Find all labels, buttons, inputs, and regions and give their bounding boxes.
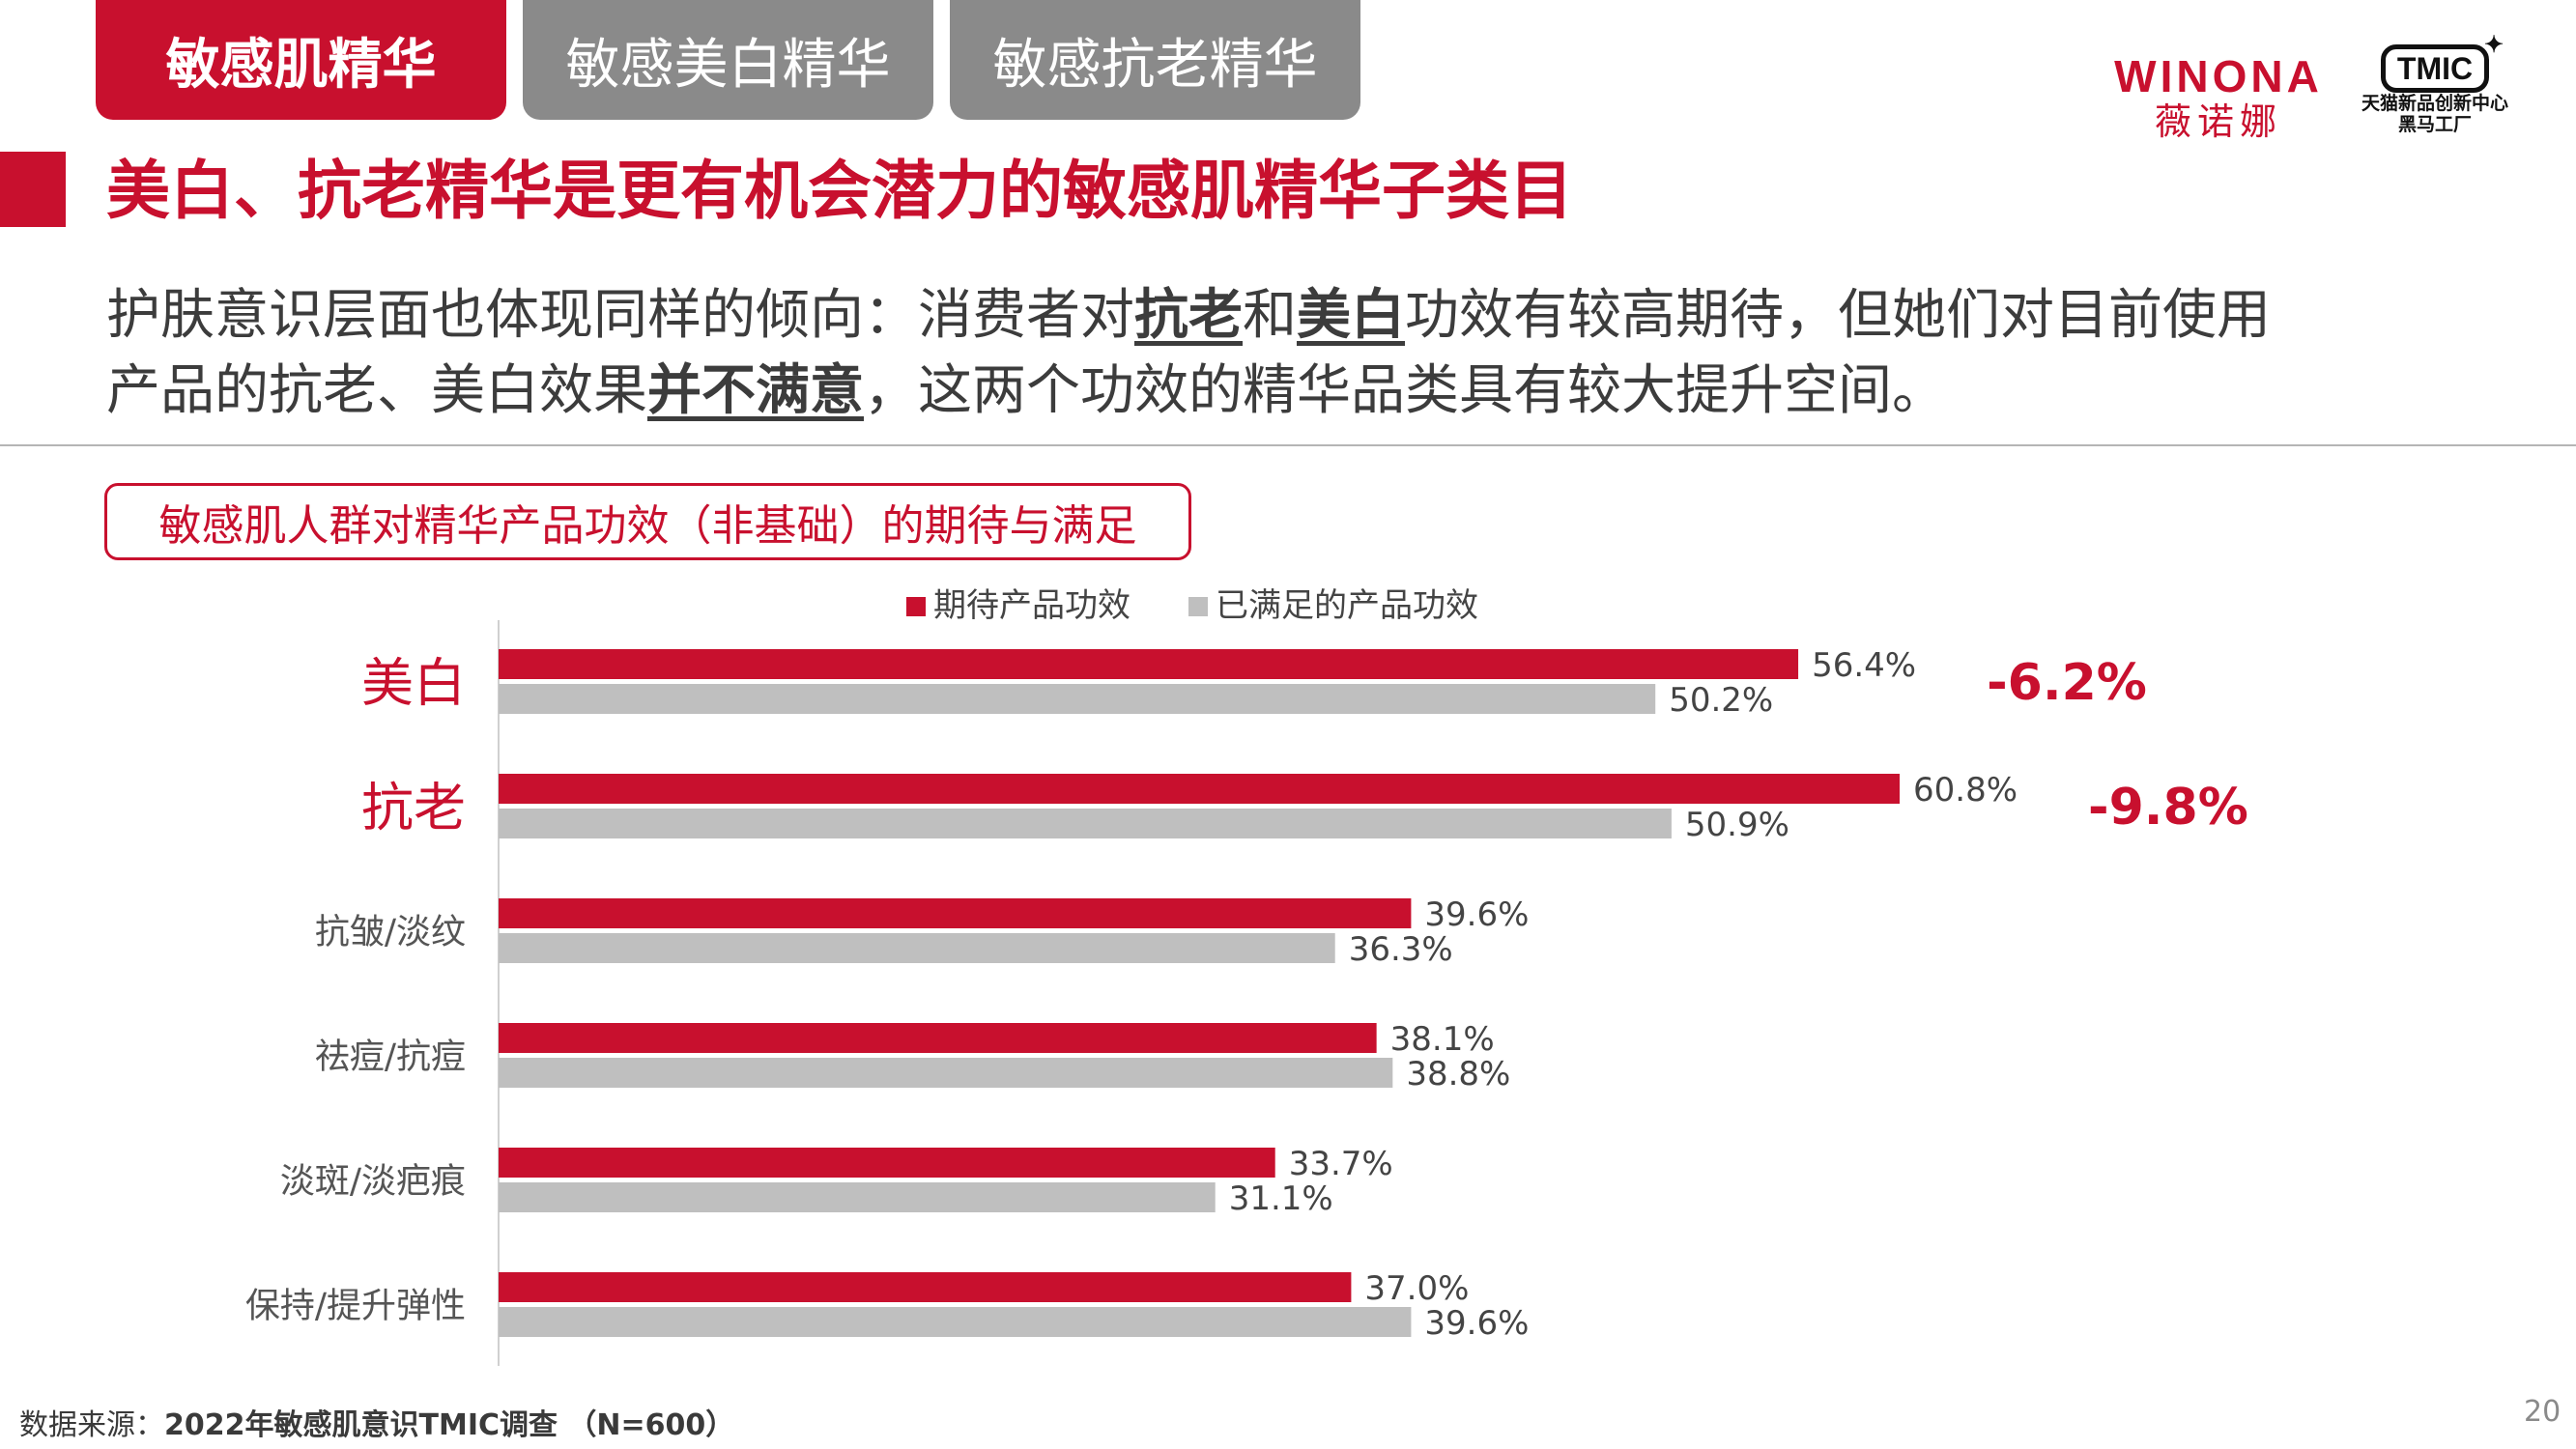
intro-text: 产品的抗老、美白效果	[106, 359, 647, 422]
intro-emphasis-unsatisfied: 并不满意	[647, 359, 864, 422]
bar-1-2	[499, 933, 1335, 963]
divider-line	[0, 444, 2576, 446]
bar-1-1	[499, 809, 1672, 838]
bar-1-4	[499, 1182, 1216, 1212]
category-label: 美白	[361, 653, 466, 714]
category-label: 祛痘/抗痘	[315, 1037, 466, 1077]
intro-text: 功效有较高期待，但她们对目前使用	[1405, 284, 2271, 347]
bar-0-0	[499, 649, 1799, 679]
bar-value-label: 37.0%	[1364, 1269, 1469, 1308]
category-label: 保持/提升弹性	[245, 1287, 466, 1326]
data-source-label: 数据来源：	[19, 1408, 164, 1442]
bar-value-label: 39.6%	[1424, 1304, 1529, 1343]
intro-paragraph: 护肤意识层面也体现同样的倾向：消费者对抗老和美白功效有较高期待，但她们对目前使用…	[106, 278, 2522, 429]
tmic-line-2: 黑马工厂	[2397, 114, 2472, 135]
legend-swatch-1	[1188, 597, 1208, 616]
legend-label-0: 期待产品功效	[933, 586, 1131, 625]
tmic-logo: TMIC ✦ 天猫新品创新中心 黑马工厂	[2348, 34, 2522, 136]
data-source-text: 2022年敏感肌意识TMIC调查 （N=600）	[164, 1408, 735, 1442]
bar-value-label: 31.1%	[1229, 1179, 1333, 1218]
bar-1-0	[499, 684, 1656, 714]
category-label: 抗老	[361, 778, 466, 838]
page-title: 美白、抗老精华是更有机会潜力的敏感肌精华子类目	[106, 154, 1573, 228]
bar-value-label: 50.9%	[1685, 806, 1789, 844]
intro-text: 和	[1243, 284, 1297, 347]
bar-value-label: 56.4%	[1812, 646, 1916, 685]
bar-1-3	[499, 1058, 1393, 1088]
winona-logo-word: WINONA	[2114, 51, 2323, 101]
tab-sensitive-serum[interactable]: 敏感肌精华	[96, 0, 506, 120]
chart-title: 敏感肌人群对精华产品功效（非基础）的期待与满足	[104, 483, 1191, 560]
winona-logo-cn: 薇诺娜	[2154, 100, 2282, 143]
bar-0-5	[499, 1272, 1352, 1302]
bar-value-label: 50.2%	[1669, 681, 1773, 720]
bar-value-label: 39.6%	[1424, 895, 1529, 934]
legend-swatch-0	[906, 597, 926, 616]
intro-line-1: 护肤意识层面也体现同样的倾向：消费者对抗老和美白功效有较高期待，但她们对目前使用	[106, 278, 2522, 354]
sparkle-icon: ✦	[2483, 32, 2504, 58]
tmic-logo-box: TMIC ✦	[2380, 34, 2504, 93]
intro-text: 护肤意识层面也体现同样的倾向：消费者对	[106, 284, 1134, 347]
bar-value-label: 38.1%	[1390, 1020, 1495, 1059]
bar-value-label: 33.7%	[1289, 1145, 1393, 1183]
legend-label-1: 已满足的产品功效	[1216, 586, 1478, 625]
bar-0-1	[499, 774, 1900, 804]
bar-value-label: 60.8%	[1913, 771, 2018, 810]
bar-0-3	[499, 1023, 1377, 1053]
bar-0-2	[499, 898, 1412, 928]
page-number: 20	[2524, 1395, 2562, 1429]
gap-annotation-0: -6.2%	[1987, 654, 2147, 712]
intro-text: ，这两个功效的精华品类具有较大提升空间。	[864, 359, 1946, 422]
intro-line-2: 产品的抗老、美白效果并不满意，这两个功效的精华品类具有较大提升空间。	[106, 354, 2522, 429]
intro-emphasis-whitening: 美白	[1297, 284, 1405, 347]
tmic-logo-text: TMIC	[2396, 51, 2474, 86]
intro-emphasis-antiaging: 抗老	[1134, 284, 1243, 347]
winona-logo: WINONA 薇诺娜	[2114, 52, 2323, 143]
tab-sensitive-antiaging-serum[interactable]: 敏感抗老精华	[950, 0, 1360, 120]
category-label: 抗皱/淡纹	[315, 913, 466, 952]
tab-sensitive-whitening-serum[interactable]: 敏感美白精华	[523, 0, 933, 120]
tmic-line-1: 天猫新品创新中心	[2361, 93, 2508, 114]
bar-value-label: 36.3%	[1349, 930, 1453, 969]
gap-annotation-1: -9.8%	[2088, 779, 2248, 837]
bar-1-5	[499, 1307, 1412, 1337]
title-accent-bar	[0, 152, 66, 227]
bar-0-4	[499, 1148, 1275, 1178]
data-source: 数据来源：2022年敏感肌意识TMIC调查 （N=600）	[19, 1401, 734, 1443]
category-label: 淡斑/淡疤痕	[280, 1162, 466, 1202]
bar-value-label: 38.8%	[1406, 1055, 1510, 1094]
